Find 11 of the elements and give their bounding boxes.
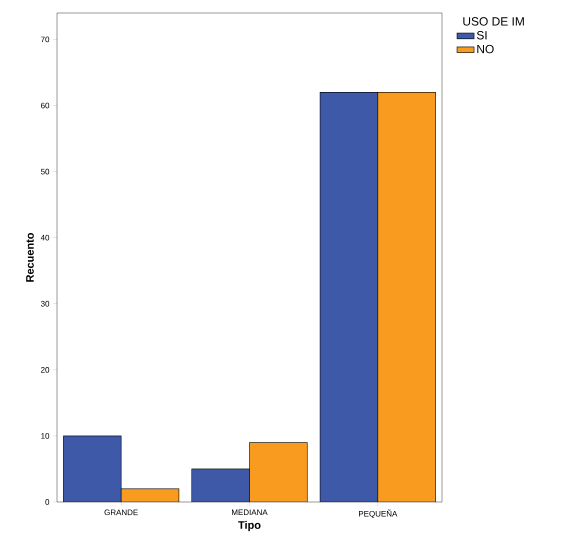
x-axis-title: Tipo <box>238 520 261 532</box>
legend-label: SI <box>476 31 487 40</box>
legend-label: NO <box>477 44 494 54</box>
bar <box>378 92 436 502</box>
bar <box>320 92 378 502</box>
bar <box>192 468 250 502</box>
bar <box>63 436 122 502</box>
legend-title: USO DE IM <box>463 17 524 26</box>
bar <box>121 488 179 502</box>
bar <box>250 442 308 502</box>
y-axis-title: Recuento <box>26 232 34 282</box>
